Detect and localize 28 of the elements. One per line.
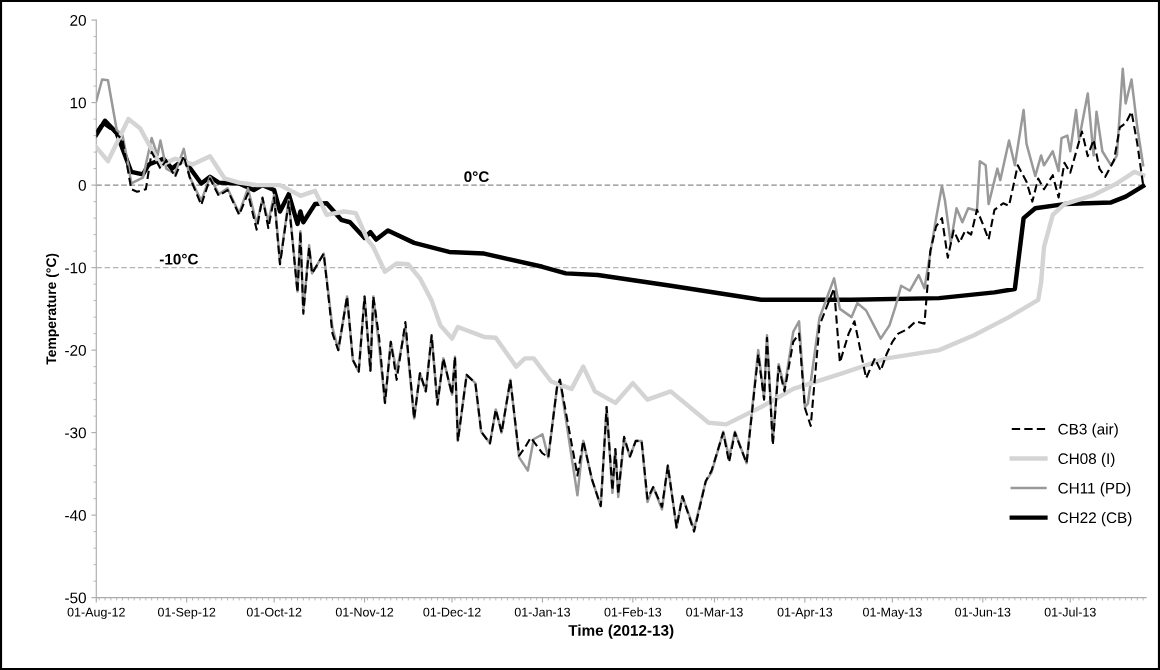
ref-line-label: -10°C: [159, 253, 199, 265]
x-tick-label: 01-Nov-12: [335, 607, 394, 617]
x-tick-label: 01-Jun-13: [955, 607, 1011, 617]
ref-line-label: 0°C: [464, 171, 489, 183]
x-tick-label: 01-Aug-12: [67, 607, 125, 620]
legend-label: CH11 (PD): [1058, 482, 1131, 497]
y-tick-label: -40: [65, 510, 86, 521]
x-tick-label: 01-Apr-13: [777, 607, 833, 620]
x-tick-label: 01-Jan-13: [514, 607, 571, 617]
x-tick-label: 01-Feb-13: [604, 607, 662, 617]
y-tick-label: -10: [65, 262, 86, 274]
x-tick-label: 01-Oct-12: [246, 607, 302, 617]
y-tick-label: 10: [70, 97, 86, 109]
legend-label: CB3 (air): [1058, 423, 1118, 438]
y-axis-title: Temperature (°C): [45, 253, 59, 365]
x-tick-label: 01-May-13: [863, 607, 922, 620]
y-tick-label: 20: [70, 14, 86, 26]
y-tick-label: -20: [65, 344, 86, 356]
legend-label: CH22 (CB): [1058, 511, 1132, 527]
y-tick-label: -30: [65, 427, 86, 439]
legend-label: CH08 (I): [1058, 452, 1115, 468]
x-tick-label: 01-Mar-13: [686, 607, 743, 617]
y-tick-label: 0: [78, 179, 86, 191]
x-axis-title: Time (2012-13): [568, 624, 674, 639]
x-tick-label: 01-Jul-13: [1044, 607, 1096, 617]
y-tick-label: -50: [65, 592, 86, 604]
x-tick-label: 01-Dec-12: [423, 607, 481, 617]
x-tick-label: 01-Sep-12: [157, 607, 216, 620]
